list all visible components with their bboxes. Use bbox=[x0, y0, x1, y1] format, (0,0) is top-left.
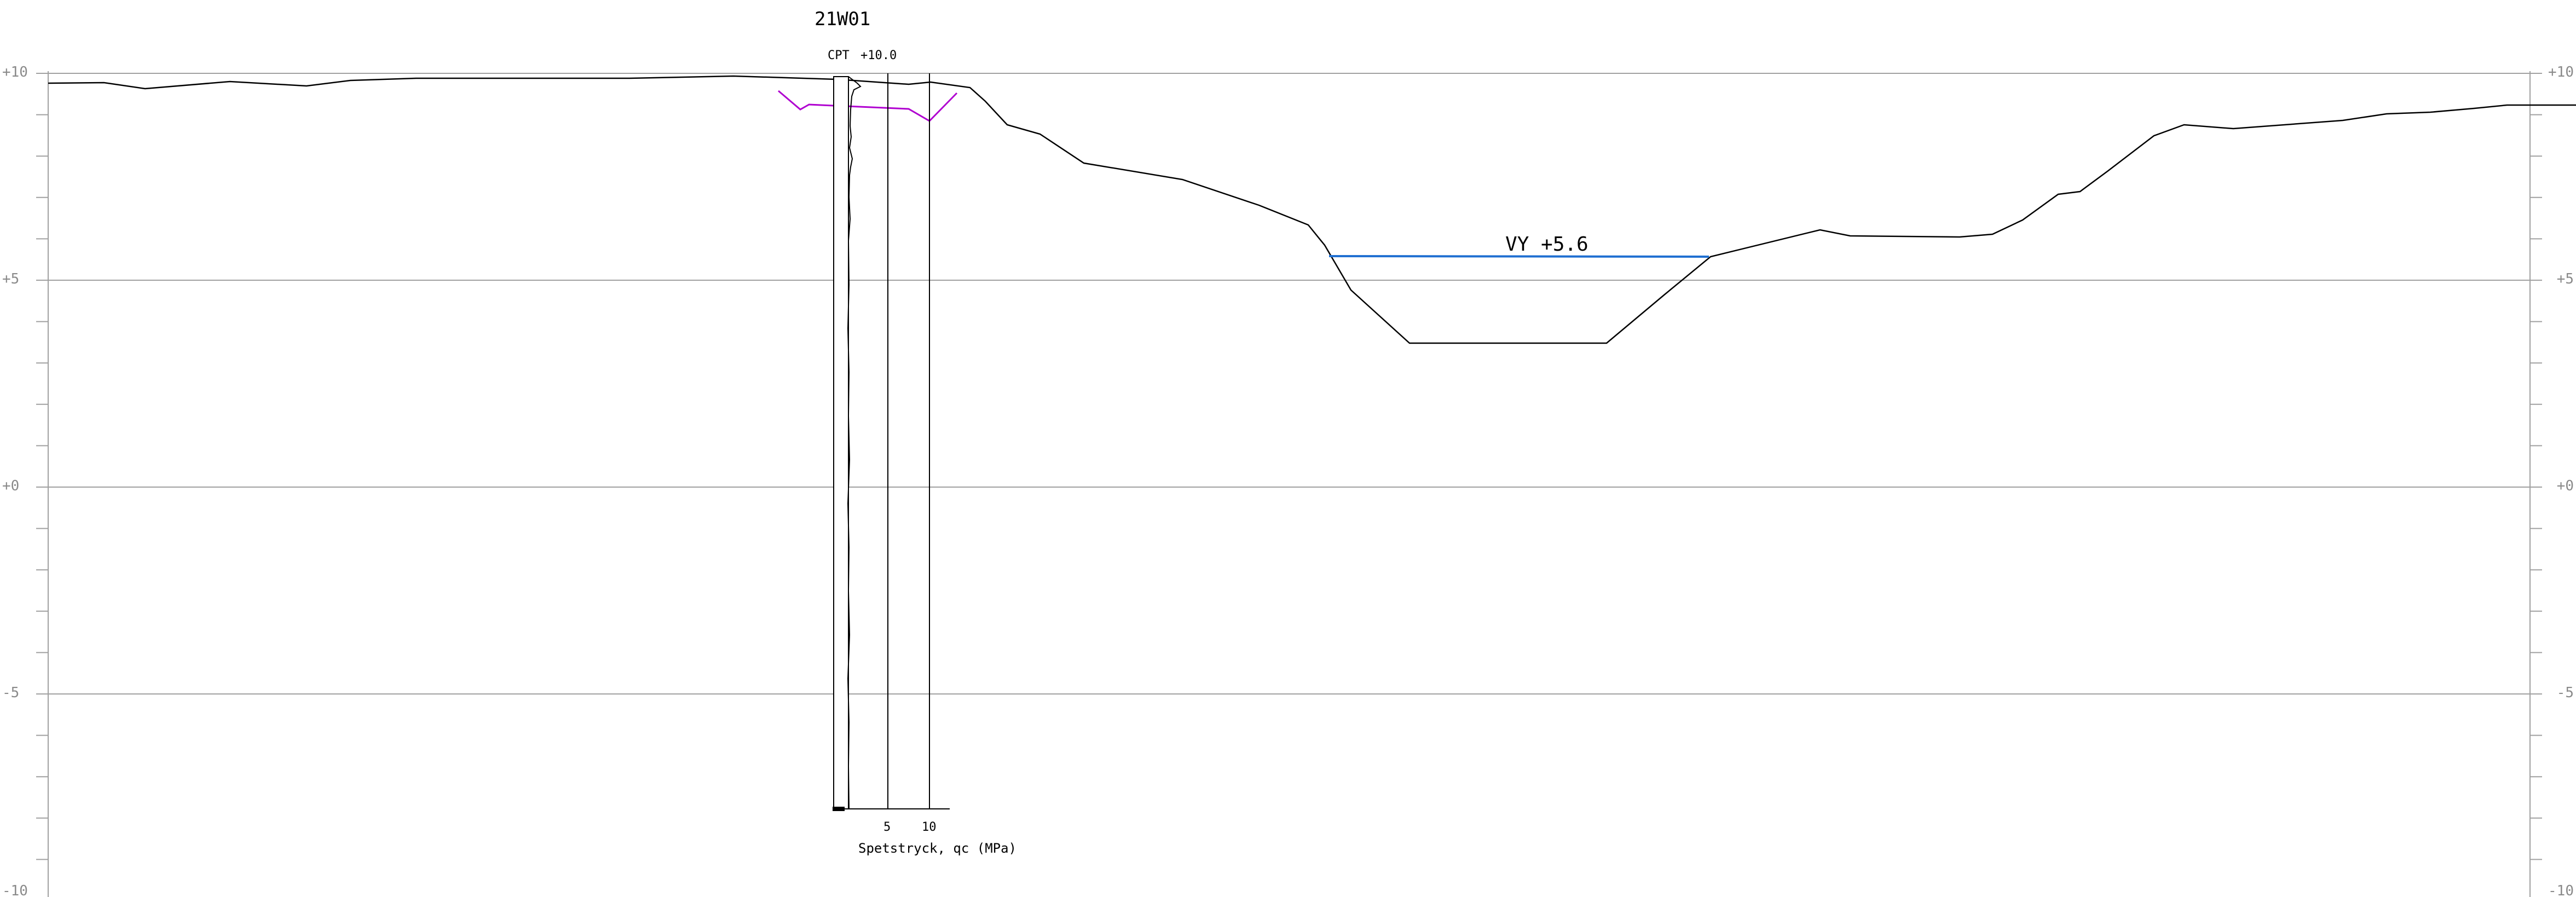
water-level-label: VY +5.6 bbox=[1505, 233, 1589, 256]
water-level-line bbox=[1329, 255, 1709, 258]
elevation-minor-ticks bbox=[36, 73, 2542, 860]
cpt-borehole: 21W01 CPT +10.0 5 10 Spetstryck, qc (MPa… bbox=[815, 8, 1016, 856]
boundary-line bbox=[778, 90, 958, 122]
cpt-label: CPT bbox=[828, 49, 850, 62]
borehole-bottom-marker bbox=[833, 807, 845, 811]
ground-surface-line bbox=[48, 75, 2576, 344]
elevation-label-right: -5 bbox=[2557, 685, 2574, 701]
elevation-label-left: +5 bbox=[2, 271, 19, 287]
cpt-tick-5: 5 bbox=[883, 820, 891, 834]
elevation-label-right: +5 bbox=[2557, 271, 2574, 287]
elevation-gridlines bbox=[48, 73, 2530, 695]
elevation-label-left: +0 bbox=[2, 478, 19, 494]
cone-resistance-curve bbox=[847, 76, 862, 809]
borehole-id: 21W01 bbox=[815, 8, 870, 30]
cpt-level: +10.0 bbox=[860, 49, 897, 62]
elevation-labels: +10 +10 +5 +5 +0 +0 -5 -5 -10 -10 bbox=[2, 64, 2574, 897]
elevation-label-right: +10 bbox=[2548, 64, 2574, 80]
borehole-column bbox=[833, 76, 849, 809]
elevation-label-left: +10 bbox=[2, 64, 28, 80]
cpt-axis-title: Spetstryck, qc (MPa) bbox=[858, 841, 1016, 856]
elevation-label-right: -10 bbox=[2548, 883, 2574, 897]
cpt-tick-10: 10 bbox=[922, 820, 937, 834]
elevation-label-left: -5 bbox=[2, 685, 19, 701]
elevation-label-left: -10 bbox=[2, 883, 28, 897]
elevation-label-right: +0 bbox=[2557, 478, 2574, 494]
